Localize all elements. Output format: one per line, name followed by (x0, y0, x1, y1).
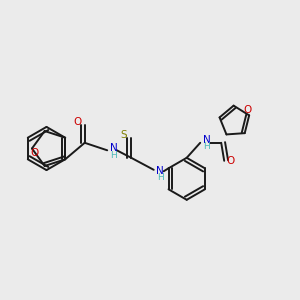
Text: O: O (30, 148, 38, 158)
Text: O: O (227, 156, 235, 166)
Text: O: O (73, 117, 81, 128)
Text: H: H (203, 142, 210, 151)
Text: O: O (244, 105, 252, 115)
Text: H: H (110, 151, 117, 160)
Text: N: N (156, 166, 164, 176)
Text: N: N (203, 135, 211, 145)
Text: S: S (120, 130, 127, 140)
Text: N: N (110, 143, 118, 153)
Text: H: H (157, 173, 164, 182)
